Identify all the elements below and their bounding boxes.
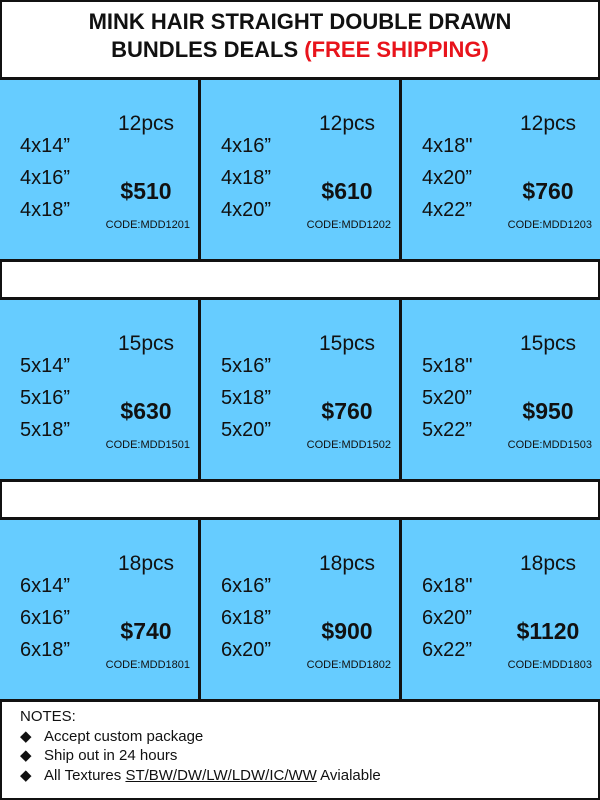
bundle-size: 5x16” (20, 387, 71, 409)
deal-price: $740 (120, 618, 172, 644)
diamond-bullet-icon: ◆ (20, 727, 32, 745)
bundle-size: 6x16” (221, 575, 272, 597)
free-shipping-label: (FREE SHIPPING) (304, 37, 489, 62)
piece-count: 18pcs (520, 552, 577, 575)
deal-price: $1120 (516, 618, 580, 644)
bundle-size: 5x22” (422, 419, 473, 441)
deal-code: CODE:MDD1501 (105, 439, 190, 451)
piece-count: 15pcs (520, 332, 577, 355)
diamond-bullet-icon: ◆ (20, 747, 32, 764)
bundle-size: 5x20” (221, 419, 272, 441)
deal-card: 4x16” 4x18” 4x20” 12pcs $610 CODE:MDD1202 (201, 80, 402, 259)
piece-count: 12pcs (520, 112, 577, 135)
deal-price: $760 (321, 398, 373, 424)
bundle-sizes: 6x14” 6x16” 6x18” (20, 570, 70, 666)
bundle-size: 4x20” (221, 199, 272, 221)
bundle-size: 5x14” (20, 355, 71, 377)
bundle-sizes: 5x14” 5x16” 5x18” (20, 350, 70, 446)
bundle-size: 4x22” (422, 199, 473, 221)
deal-card: 6x18" 6x20” 6x22” 18pcs $1120 CODE:MDD1803 (402, 520, 600, 699)
deal-code: CODE:MDD1502 (306, 439, 391, 451)
bundle-size: 4x20” (422, 167, 473, 189)
bundle-size: 4x14” (20, 135, 71, 157)
deal-code: CODE:MDD1801 (105, 659, 190, 671)
bundle-size: 5x18" (422, 355, 473, 377)
deal-row: 4x14” 4x16” 4x18” 12pcs $510 CODE:MDD1201 4x16… (0, 77, 600, 262)
piece-count: 12pcs (118, 112, 175, 135)
textures-list: ST/BW/DW/LW/LDW/IC/WW (125, 766, 317, 784)
title-text: BUNDLES DEALS (111, 37, 299, 62)
deal-price: $630 (120, 398, 172, 424)
page-title: MINK HAIR STRAIGHT DOUBLE DRAWN BUNDLES … (0, 8, 600, 64)
deal-card: 5x14” 5x16” 5x18” 15pcs $630 CODE:MDD1501 (0, 300, 201, 479)
notes-section: NOTES: ◆ Accept custom package ◆ Ship out … (20, 707, 381, 785)
deal-price: $900 (321, 618, 373, 644)
deal-card: 4x18" 4x20” 4x22” 12pcs $760 CODE:MDD1203 (402, 80, 600, 259)
deal-row: 6x14” 6x16” 6x18” 18pcs $740 CODE:MDD1801 6x16… (0, 517, 600, 702)
deal-code: CODE:MDD1203 (507, 219, 592, 231)
deal-row: 5x14” 5x16” 5x18” 15pcs $630 CODE:MDD1501 5x16… (0, 297, 600, 482)
deal-price: $760 (522, 178, 574, 204)
title-line-1: MINK HAIR STRAIGHT DOUBLE DRAWN (88, 9, 512, 34)
bundle-sizes: 6x16” 6x18” 6x20” (221, 570, 271, 666)
bundle-size: 5x20” (422, 387, 473, 409)
bundle-sizes: 4x16” 4x18” 4x20” (221, 130, 271, 226)
deal-code: CODE:MDD1503 (507, 439, 592, 451)
note-item: ◆ Accept custom package (20, 727, 381, 747)
deal-card: 6x16” 6x18” 6x20” 18pcs $900 CODE:MDD1802 (201, 520, 402, 699)
title-line-2: BUNDLES DEALS (FREE SHIPPING) (0, 36, 600, 64)
note-text: Avialable (320, 766, 381, 784)
deal-code: CODE:MDD1803 (507, 659, 592, 671)
note-text: Accept custom package (44, 727, 204, 745)
bundle-size: 6x14” (20, 575, 71, 597)
deal-card: 5x18" 5x20” 5x22” 15pcs $950 CODE:MDD1503 (402, 300, 600, 479)
piece-count: 18pcs (319, 552, 376, 575)
note-item: ◆ All Textures ST/BW/DW/LW/LDW/IC/WW Avia… (20, 766, 381, 786)
bundle-size: 6x20” (221, 639, 272, 661)
deal-price: $950 (522, 398, 574, 424)
piece-count: 15pcs (118, 332, 175, 355)
bundle-size: 6x20” (422, 607, 473, 629)
note-item: ◆ Ship out in 24 hours (20, 746, 381, 766)
bundle-sizes: 5x18" 5x20” 5x22” (422, 350, 472, 446)
bundle-size: 5x18” (20, 419, 71, 441)
deal-card: 6x14” 6x16” 6x18” 18pcs $740 CODE:MDD1801 (0, 520, 201, 699)
bundle-size: 6x16” (20, 607, 71, 629)
bundle-size: 4x18" (422, 135, 473, 157)
bundle-size: 5x18” (221, 387, 272, 409)
deal-card: 5x16” 5x18” 5x20” 15pcs $760 CODE:MDD1502 (201, 300, 402, 479)
bundle-size: 4x18” (20, 199, 71, 221)
bundle-sizes: 6x18" 6x20” 6x22” (422, 570, 472, 666)
bundle-sizes: 5x16” 5x18” 5x20” (221, 350, 271, 446)
note-text: All Textures (44, 766, 122, 784)
bundle-size: 4x18” (221, 167, 272, 189)
bundle-size: 6x18" (422, 575, 473, 597)
deal-price: $510 (120, 178, 172, 204)
bundle-size: 5x16” (221, 355, 272, 377)
piece-count: 15pcs (319, 332, 376, 355)
bundle-size: 4x16” (20, 167, 71, 189)
bundle-size: 6x18” (20, 639, 71, 661)
bundle-size: 4x16” (221, 135, 272, 157)
note-text: Ship out in 24 hours (44, 747, 178, 764)
piece-count: 18pcs (118, 552, 175, 575)
deal-price: $610 (321, 178, 373, 204)
bundle-size: 6x22” (422, 639, 473, 661)
notes-heading: NOTES: (20, 708, 76, 725)
deal-card: 4x14” 4x16” 4x18” 12pcs $510 CODE:MDD1201 (0, 80, 201, 259)
diamond-bullet-icon: ◆ (20, 766, 32, 784)
deal-code: CODE:MDD1201 (105, 219, 190, 231)
bundle-sizes: 4x18" 4x20” 4x22” (422, 130, 472, 226)
bundle-size: 6x18” (221, 607, 272, 629)
deal-code: CODE:MDD1202 (306, 219, 391, 231)
piece-count: 12pcs (319, 112, 376, 135)
deal-code: CODE:MDD1802 (306, 659, 391, 671)
bundle-sizes: 4x14” 4x16” 4x18” (20, 130, 70, 226)
